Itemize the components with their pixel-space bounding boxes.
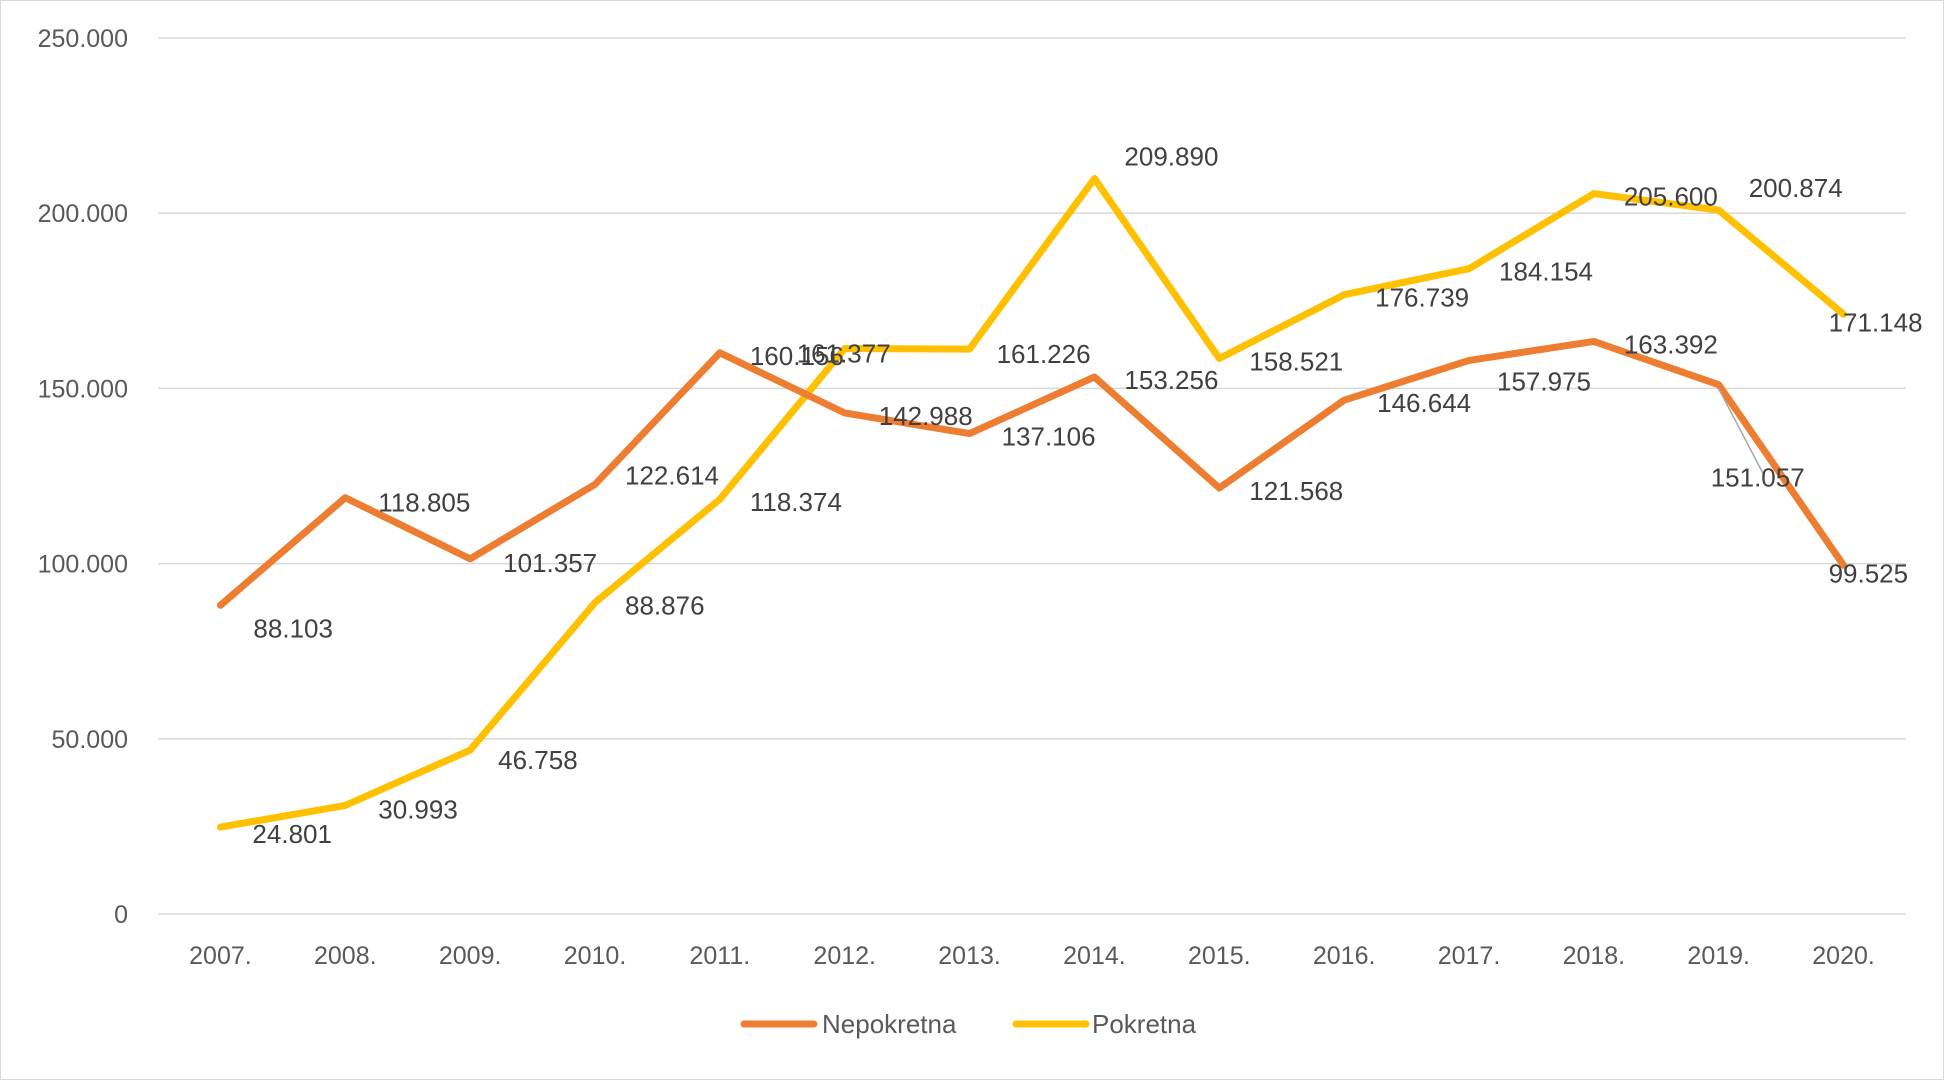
x-tick-label: 2008. [314,942,377,970]
legend-label-pokretna: Pokretna [1092,1009,1197,1039]
x-tick-label: 2020. [1812,942,1875,970]
data-label: 142.988 [879,401,973,431]
x-tick-label: 2019. [1687,942,1750,970]
data-label: 153.256 [1124,365,1218,395]
data-label: 30.993 [378,794,458,824]
x-tick-label: 2014. [1063,942,1126,970]
legend: Nepokretna Pokretna [740,1009,1197,1039]
data-label: 171.148 [1829,307,1923,337]
data-label: 24.801 [252,819,332,849]
data-label: 122.614 [625,460,719,490]
data-label: 99.525 [1829,558,1909,588]
data-label: 157.975 [1497,366,1591,396]
data-label: 184.154 [1499,257,1593,287]
y-tick-label: 200.000 [38,200,128,228]
data-label: 101.357 [503,548,597,578]
y-axis-ticks: 0 50.000 100.000 150.000 200.000 250.000 [38,25,128,929]
x-tick-label: 2016. [1313,942,1376,970]
series-line-pokretna [216,175,1848,831]
leader-line [1718,388,1765,476]
y-tick-label: 250.000 [38,25,128,53]
x-tick-label: 2017. [1438,942,1501,970]
data-label: 137.106 [1002,422,1096,452]
x-tick-label: 2012. [813,942,876,970]
data-label: 160.156 [750,341,844,371]
series-lines [216,175,1848,831]
x-tick-label: 2011. [689,942,750,970]
data-label: 158.521 [1249,347,1343,377]
x-tick-label: 2018. [1563,942,1626,970]
data-label: 200.874 [1749,173,1843,203]
x-axis-ticks: 2007. 2008. 2009. 2010. 2011. 2012. 2013. 2014.… [189,942,1875,970]
x-tick-label: 2015. [1188,942,1251,970]
y-tick-label: 100.000 [38,551,128,579]
data-label: 151.057 [1711,463,1805,493]
legend-label-nepokretna: Nepokretna [822,1009,957,1039]
x-tick-label: 2009. [439,942,502,970]
data-label: 163.392 [1624,329,1718,359]
series-line-nepokretna [216,337,1848,609]
gridlines [158,37,1906,915]
y-tick-label: 50.000 [52,726,128,754]
data-label: 118.374 [750,487,842,517]
data-label: 161.377 [797,339,891,369]
data-label: 46.758 [498,745,578,775]
data-label: 121.568 [1249,476,1343,506]
data-label: 118.805 [378,488,470,518]
data-labels: 88.103 118.805 101.357 122.614 160.156 142.98… [252,142,1922,850]
x-tick-label: 2013. [938,942,1001,970]
data-label: 205.600 [1624,182,1718,212]
x-tick-label: 2010. [564,942,627,970]
data-label: 161.226 [997,339,1091,369]
data-label: 88.876 [625,591,705,621]
y-tick-label: 0 [114,901,128,929]
data-label: 209.890 [1124,142,1218,172]
data-label: 176.739 [1375,283,1469,313]
y-tick-label: 150.000 [38,375,128,403]
data-label: 146.644 [1377,388,1471,418]
x-tick-label: 2007. [189,942,252,970]
data-label: 88.103 [253,613,333,643]
